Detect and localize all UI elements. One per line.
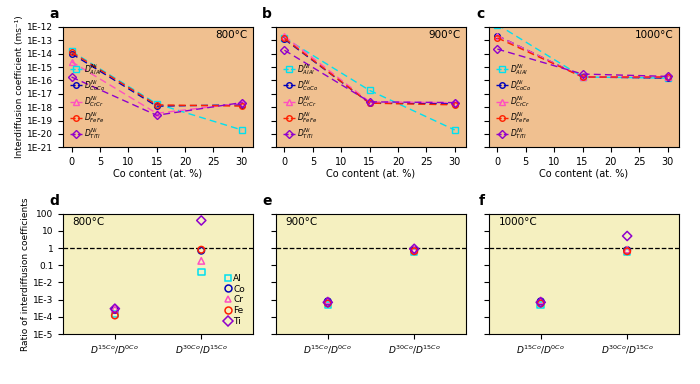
Point	[622, 233, 633, 239]
Y-axis label: Ratio of interdiffusion coefficients: Ratio of interdiffusion coefficients	[21, 197, 30, 351]
Point	[535, 302, 546, 308]
Text: 800°C: 800°C	[73, 217, 105, 227]
Point	[409, 247, 420, 253]
Point	[622, 248, 633, 254]
Point	[322, 300, 333, 306]
Point	[322, 302, 333, 308]
Point	[109, 311, 120, 317]
Legend: $D^{Ni}_{AlAl}$, $D^{Ni}_{CoCo}$, $D^{Ni}_{CrCr}$, $D^{Ni}_{FeFe}$, $D^{Ni}_{TiT: $D^{Ni}_{AlAl}$, $D^{Ni}_{CoCo}$, $D^{Ni…	[281, 60, 320, 142]
Point	[535, 298, 546, 305]
Text: 900°C: 900°C	[286, 217, 318, 227]
Point	[409, 248, 420, 254]
Legend: Al, Co, Cr, Fe, Ti: Al, Co, Cr, Fe, Ti	[223, 270, 248, 329]
Text: a: a	[50, 7, 60, 21]
Point	[535, 297, 546, 303]
Point	[322, 299, 333, 305]
Point	[409, 246, 420, 252]
Point	[109, 307, 120, 313]
Point	[622, 247, 633, 253]
Text: f: f	[479, 194, 485, 208]
X-axis label: Co content (at. %): Co content (at. %)	[113, 169, 202, 179]
Point	[322, 297, 333, 303]
Point	[409, 247, 420, 253]
Text: 800°C: 800°C	[215, 30, 247, 40]
Point	[622, 249, 633, 255]
Text: 900°C: 900°C	[428, 30, 461, 40]
Text: c: c	[477, 7, 485, 21]
Legend: $D^{Ni}_{AlAl}$, $D^{Ni}_{CoCo}$, $D^{Ni}_{CrCr}$, $D^{Ni}_{FeFe}$, $D^{Ni}_{TiT: $D^{Ni}_{AlAl}$, $D^{Ni}_{CoCo}$, $D^{Ni…	[69, 60, 107, 142]
Point	[196, 217, 207, 223]
Point	[535, 299, 546, 305]
Text: 1000°C: 1000°C	[634, 30, 673, 40]
X-axis label: Co content (at. %): Co content (at. %)	[326, 169, 416, 179]
Point	[322, 298, 333, 305]
Text: 1000°C: 1000°C	[498, 217, 537, 227]
Text: d: d	[49, 194, 60, 208]
Point	[409, 249, 420, 255]
Point	[196, 248, 207, 254]
Point	[622, 247, 633, 253]
Y-axis label: Interdiffusion coefficient (ms⁻¹): Interdiffusion coefficient (ms⁻¹)	[15, 16, 24, 159]
X-axis label: Co content (at. %): Co content (at. %)	[540, 169, 629, 179]
Text: e: e	[262, 194, 272, 208]
Point	[109, 306, 120, 312]
Legend: $D^{Ni}_{AlAl}$, $D^{Ni}_{CoCo}$, $D^{Ni}_{CrCr}$, $D^{Ni}_{FeFe}$, $D^{Ni}_{TiT: $D^{Ni}_{AlAl}$, $D^{Ni}_{CoCo}$, $D^{Ni…	[495, 60, 533, 142]
Point	[196, 258, 207, 264]
Point	[109, 306, 120, 312]
Point	[535, 300, 546, 306]
Point	[196, 269, 207, 275]
Point	[109, 313, 120, 319]
Text: b: b	[262, 7, 272, 21]
Point	[196, 247, 207, 253]
